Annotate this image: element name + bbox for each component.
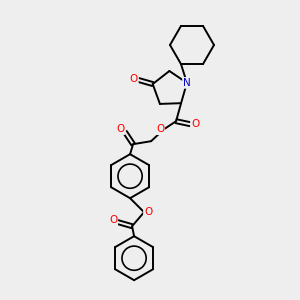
Text: O: O <box>156 124 164 134</box>
Text: O: O <box>191 119 199 129</box>
Text: N: N <box>183 78 191 88</box>
Text: O: O <box>130 74 138 84</box>
Text: O: O <box>116 124 124 134</box>
Text: O: O <box>144 207 152 217</box>
Text: O: O <box>109 215 117 225</box>
